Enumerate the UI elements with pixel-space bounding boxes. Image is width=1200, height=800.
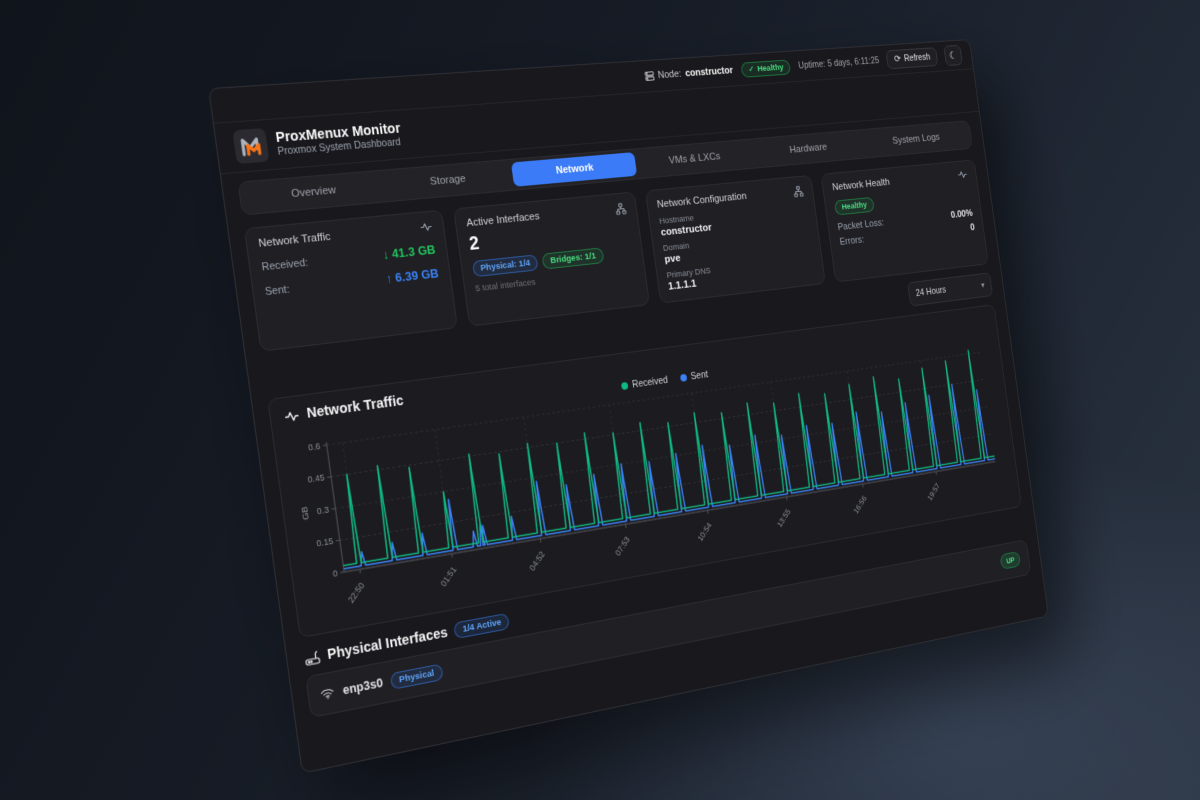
activity-icon [957, 170, 968, 180]
network-configuration-card: Network Configuration Hostname construct… [644, 174, 826, 304]
svg-text:01:51: 01:51 [439, 565, 459, 588]
refresh-button[interactable]: ⟳ Refresh [885, 47, 939, 70]
packet-loss-value: 0.00% [950, 208, 974, 221]
health-status-badge: Healthy [834, 196, 875, 216]
activity-icon [283, 409, 300, 424]
router-icon [304, 649, 321, 666]
packet-loss-label: Packet Loss: [837, 217, 885, 233]
svg-text:GB: GB [299, 506, 310, 521]
svg-text:19:57: 19:57 [926, 481, 942, 502]
svg-text:0.6: 0.6 [308, 441, 321, 453]
interface-type-badge: Physical [389, 663, 444, 690]
svg-text:16:56: 16:56 [852, 494, 868, 515]
svg-text:0.3: 0.3 [316, 505, 329, 517]
bridges-count-badge: Bridges: 1/1 [541, 247, 605, 270]
svg-text:07:53: 07:53 [613, 535, 631, 558]
network-traffic-card: Network Traffic Received: ↓ 41.3 GB Sent… [243, 209, 458, 352]
traffic-chart-svg: 0 0.15 0.3 0.45 0.6 22:50 01:51 04:52 07:53 10:54… [299, 342, 1010, 605]
card-title: Network Health [831, 177, 891, 193]
network-tree-icon [793, 185, 804, 197]
card-title: Network Traffic [257, 231, 332, 250]
moon-icon: ☾ [948, 49, 958, 62]
node-label: Node: [657, 68, 683, 81]
svg-text:0.45: 0.45 [307, 473, 325, 485]
interface-status-badge: UP [999, 550, 1021, 570]
interface-name: enp3s0 [341, 675, 384, 698]
sent-legend-dot [680, 373, 688, 382]
node-indicator: Node: constructor [644, 65, 734, 82]
active-count-badge: 1/4 Active [453, 612, 511, 640]
svg-text:0.15: 0.15 [316, 536, 334, 549]
activity-icon [419, 221, 433, 233]
wifi-icon [320, 686, 336, 701]
theme-toggle-button[interactable]: ☾ [943, 44, 963, 67]
svg-text:0: 0 [332, 568, 338, 579]
errors-value: 0 [969, 222, 976, 233]
check-icon: ✓ [747, 64, 756, 75]
proxmenux-logo [232, 128, 270, 165]
card-title: Network Configuration [656, 190, 748, 211]
physical-count-badge: Physical: 1/4 [471, 254, 539, 278]
received-label: Received: [260, 256, 309, 273]
svg-text:10:54: 10:54 [696, 521, 713, 543]
network-nodes-icon [614, 203, 626, 216]
timeframe-value: 24 Hours [915, 284, 947, 299]
node-name: constructor [684, 65, 734, 80]
timeframe-select[interactable]: 24 Hours ▾ [907, 272, 994, 307]
card-title: Active Interfaces [465, 210, 541, 230]
svg-text:13:55: 13:55 [775, 507, 792, 529]
errors-label: Errors: [839, 234, 865, 248]
svg-text:22:50: 22:50 [346, 581, 366, 605]
dashboard-window: Node: constructor ✓ Healthy Uptime: 5 da… [208, 39, 1049, 774]
refresh-icon: ⟳ [893, 53, 902, 65]
uptime-text: Uptime: 5 days, 6:11:25 [797, 55, 880, 72]
chevron-down-icon: ▾ [980, 280, 986, 291]
network-traffic-chart-card: Network Traffic Received Sent 0 0.15 0.3 0.… [267, 304, 1022, 639]
received-legend-dot [621, 381, 629, 391]
active-interfaces-card: Active Interfaces 2 Physical: 1/4 Bridge… [452, 191, 650, 327]
sent-label: Sent: [264, 283, 291, 298]
sent-value: ↑ 6.39 GB [385, 265, 440, 286]
server-icon [644, 70, 655, 81]
network-health-card: Network Health Healthy Packet Loss: 0.00… [820, 159, 989, 283]
received-value: ↓ 41.3 GB [381, 242, 437, 262]
svg-text:04:52: 04:52 [528, 550, 547, 573]
sent-legend-label: Sent [690, 369, 709, 383]
health-badge: ✓ Healthy [740, 59, 792, 78]
